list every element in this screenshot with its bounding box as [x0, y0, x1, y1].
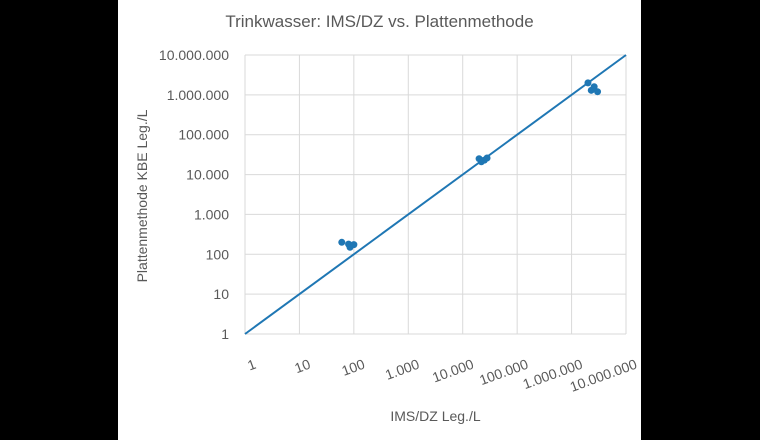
y-tick-label: 10.000.000 — [159, 47, 229, 63]
y-tick-label: 1 — [221, 326, 229, 342]
y-tick-label: 1.000 — [194, 206, 229, 222]
x-tick-label: 100 — [339, 356, 367, 379]
x-tick-label: 10.000 — [430, 356, 476, 386]
y-axis-label: Plattenmethode KBE Leg./L — [134, 109, 150, 283]
data-point — [590, 83, 598, 91]
chart-title: Trinkwasser: IMS/DZ vs. Plattenmethode — [225, 12, 534, 31]
y-tick-label: 10.000 — [186, 167, 229, 183]
chart-panel — [118, 0, 641, 440]
x-tick-label: 1 — [245, 356, 258, 374]
y-tick-label: 10 — [213, 286, 229, 302]
y-tick-label: 100 — [206, 246, 230, 262]
y-tick-label: 1.000.000 — [167, 87, 229, 103]
y-tick-label: 100.000 — [178, 127, 229, 143]
x-axis-label: IMS/DZ Leg./L — [390, 408, 481, 424]
identity-line — [244, 54, 627, 335]
x-tick-label: 10 — [292, 356, 312, 376]
data-point — [338, 238, 346, 246]
data-point — [594, 88, 602, 96]
x-tick-label: 1.000 — [383, 356, 422, 383]
data-point — [350, 241, 358, 249]
